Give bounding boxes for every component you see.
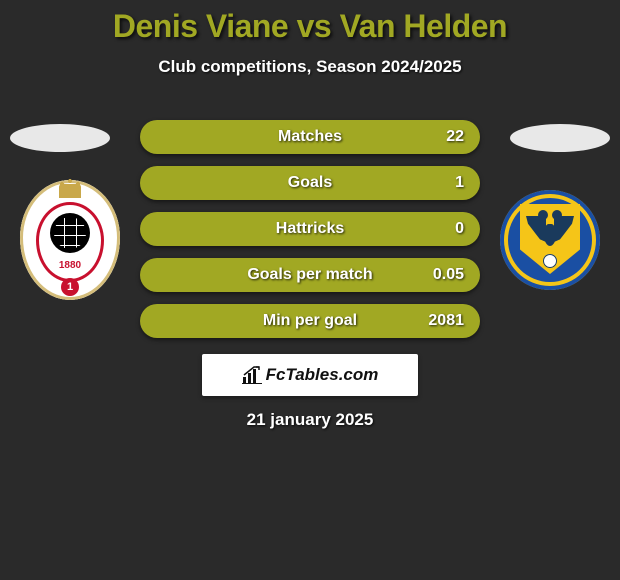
team1-badge-antwerp: 1880 1 [20,180,120,300]
player2-name: Van Helden [340,8,508,44]
stat-value-right: 0 [455,220,464,238]
stat-label: Hattricks [276,220,344,238]
stat-row-matches: Matches 22 [140,120,480,154]
stat-row-goals-per-match: Goals per match 0.05 [140,258,480,292]
eagle-icon [526,210,574,254]
date-text: 21 january 2025 [0,410,620,430]
team2-badge-stvv [500,180,600,300]
stats-container: Matches 22 Goals 1 Hattricks 0 Goals per… [140,120,480,350]
badge-number: 1 [61,278,79,296]
stat-value-right: 1 [455,174,464,192]
subtitle: Club competitions, Season 2024/2025 [0,57,620,77]
stat-label: Goals [288,174,332,192]
player1-name: Denis Viane [113,8,288,44]
stat-value-right: 0.05 [433,266,464,284]
football-icon [543,254,557,268]
vs-text: vs [297,8,332,44]
player1-photo-placeholder [10,124,110,152]
stat-label: Min per goal [263,312,357,330]
stat-row-goals: Goals 1 [140,166,480,200]
crown-icon [59,184,81,198]
stat-value-right: 22 [446,128,464,146]
player2-photo-placeholder [510,124,610,152]
football-icon [50,213,90,253]
bar-chart-icon [242,366,262,384]
stat-label: Goals per match [247,266,372,284]
stat-value-right: 2081 [428,312,464,330]
badge-year: 1880 [39,260,101,271]
comparison-title: Denis Viane vs Van Helden [0,0,620,45]
stat-row-min-per-goal: Min per goal 2081 [140,304,480,338]
stat-label: Matches [278,128,342,146]
brand-logo-box[interactable]: FcTables.com [202,354,418,396]
brand-text: FcTables.com [266,365,379,385]
stat-row-hattricks: Hattricks 0 [140,212,480,246]
